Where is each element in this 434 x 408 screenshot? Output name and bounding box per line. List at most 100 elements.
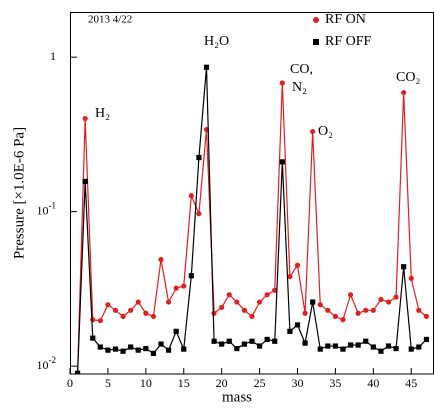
point <box>150 350 157 356</box>
point <box>264 292 270 298</box>
x-axis-label: mass <box>222 389 252 405</box>
y-tick-label: 1 <box>50 49 56 63</box>
x-tick-label: 20 <box>216 376 228 390</box>
point <box>234 299 240 305</box>
point <box>82 116 88 122</box>
point <box>401 89 407 96</box>
point <box>90 317 96 323</box>
point <box>128 307 134 313</box>
point <box>310 128 316 135</box>
point <box>97 344 103 350</box>
point <box>196 211 202 217</box>
point <box>370 307 376 313</box>
point <box>173 328 179 334</box>
point <box>203 64 210 70</box>
point <box>74 370 81 374</box>
point <box>363 338 369 344</box>
point <box>226 292 232 298</box>
point <box>340 317 346 323</box>
point <box>416 344 422 350</box>
point <box>90 335 96 341</box>
point <box>128 344 134 350</box>
y-tick-label: 10-1 <box>37 201 57 218</box>
point <box>211 310 217 316</box>
point <box>408 275 414 281</box>
x-tick-label: 5 <box>105 376 111 390</box>
point <box>135 347 141 353</box>
point <box>196 154 202 161</box>
point <box>241 341 248 347</box>
point <box>317 302 323 308</box>
point <box>105 347 111 353</box>
annotation: H₂O <box>204 34 229 49</box>
point <box>393 294 399 300</box>
point <box>112 346 119 352</box>
point <box>332 313 339 319</box>
point <box>378 296 384 303</box>
point <box>219 341 225 347</box>
x-tick-label: 35 <box>329 376 341 390</box>
point <box>370 344 376 350</box>
point <box>249 313 255 319</box>
point <box>385 299 392 305</box>
point <box>416 307 422 313</box>
point <box>332 343 339 349</box>
point <box>234 345 240 352</box>
x-tick-label: 40 <box>367 376 379 390</box>
point <box>401 264 407 270</box>
point <box>158 341 164 347</box>
y-tick-exponent: -2 <box>49 355 57 365</box>
point <box>165 299 172 305</box>
annotation: 2013 4/22 <box>88 14 132 26</box>
point <box>173 285 179 291</box>
point <box>249 338 255 344</box>
point <box>105 302 111 308</box>
point <box>188 193 194 199</box>
x-tick-label: 0 <box>67 376 73 390</box>
point <box>120 313 126 319</box>
point <box>363 307 369 313</box>
point <box>97 318 103 324</box>
point <box>408 346 414 352</box>
point <box>279 159 285 165</box>
y-axis-label: Pressure [×1.0E-6 Pa] <box>11 127 27 259</box>
point <box>211 338 217 344</box>
y-tick-base: 10 <box>37 203 49 217</box>
point <box>219 304 225 311</box>
plot-area <box>74 64 430 374</box>
point <box>340 346 346 352</box>
point <box>241 307 248 313</box>
point <box>325 307 331 313</box>
point <box>112 307 119 313</box>
legend-label: RF OFF <box>325 34 372 49</box>
point <box>143 345 149 352</box>
point <box>423 313 430 319</box>
point <box>302 310 308 316</box>
point <box>120 348 126 354</box>
point <box>188 273 194 279</box>
annotation: H₂ <box>95 106 110 121</box>
point <box>423 336 430 343</box>
point <box>181 283 187 289</box>
y-tick-base: 10 <box>37 358 49 372</box>
annotation: N₂ <box>292 80 307 95</box>
point <box>165 347 172 353</box>
annotation: CO₂ <box>396 70 420 85</box>
legend-label: RF ON <box>325 12 366 27</box>
point <box>82 178 88 184</box>
legend-marker <box>313 39 319 45</box>
plot-frame <box>70 12 434 375</box>
point <box>347 342 354 348</box>
x-tick-label: 15 <box>178 376 190 390</box>
point <box>287 328 293 334</box>
point <box>279 80 285 86</box>
annotation: CO, <box>290 62 313 77</box>
point <box>158 256 164 263</box>
point <box>325 343 331 349</box>
point <box>385 343 392 349</box>
x-tick-label: 45 <box>405 376 417 390</box>
annotation: O₂ <box>318 124 333 139</box>
x-tick-label: 10 <box>140 376 152 390</box>
y-tick-base: 1 <box>50 49 56 63</box>
point <box>143 310 149 316</box>
